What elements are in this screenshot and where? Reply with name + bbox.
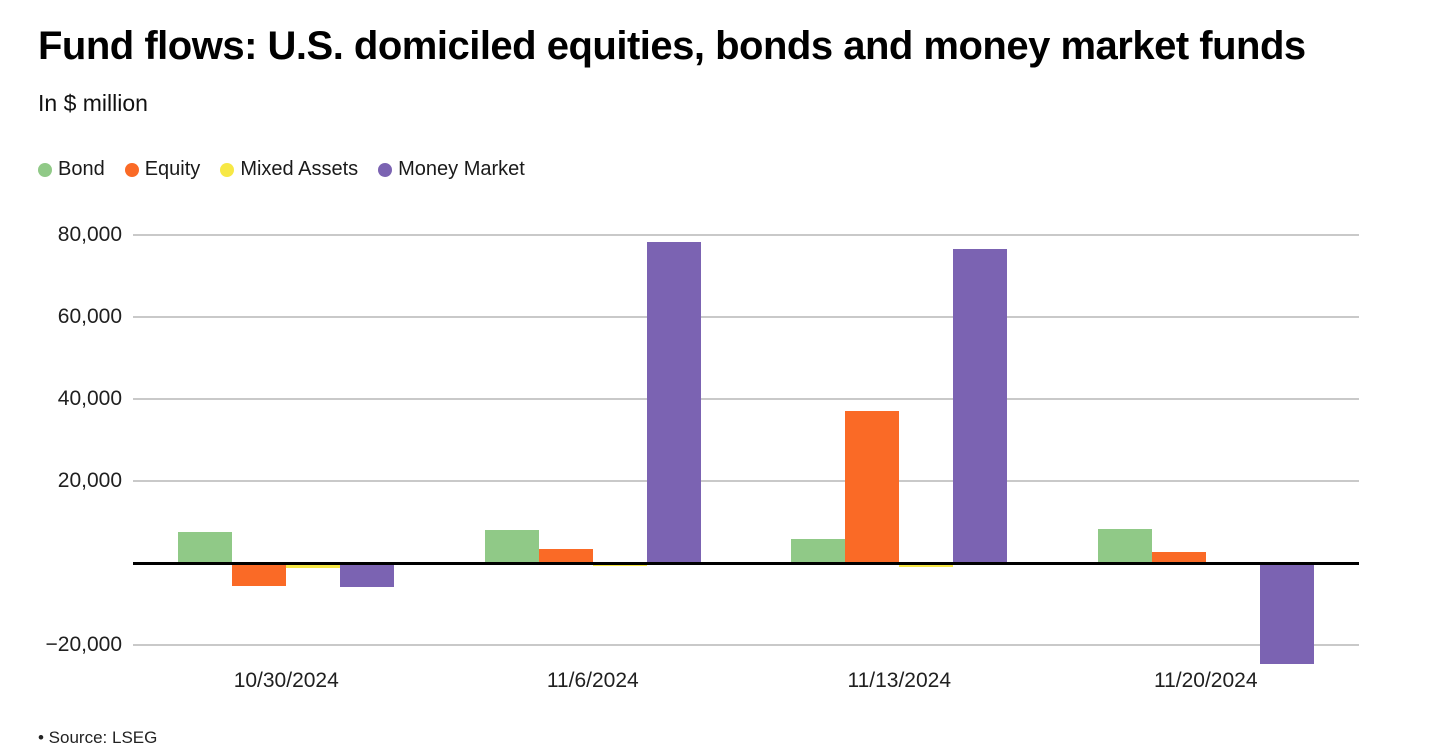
x-axis-tick-label-11-6-2024: 11/6/2024	[546, 669, 639, 692]
bar-mixed-assets-10-30-2024	[286, 563, 341, 569]
bar-bond-10-30-2024	[178, 532, 233, 564]
bar-money-market-11-13-2024	[953, 249, 1008, 564]
gridline--20-000	[133, 644, 1359, 647]
x-axis-tick-label-11-20-2024: 11/20/2024	[1153, 669, 1258, 692]
bar-equity-10-30-2024	[232, 563, 287, 587]
legend-label: Money Market	[398, 158, 525, 180]
source-note: • Source: LSEG	[38, 728, 158, 747]
zero-baseline	[133, 562, 1359, 566]
bar-money-market-11-6-2024	[646, 241, 701, 564]
gridline-20-000	[133, 480, 1359, 483]
gridline-40-000	[133, 397, 1359, 400]
y-axis-tick-label: 40,000	[57, 386, 122, 410]
legend-dot-mixed-assets	[220, 162, 235, 177]
bar-equity-11-6-2024	[538, 549, 593, 564]
legend-item-equity: Equity	[124, 158, 201, 181]
legend-dot-money-market	[378, 162, 393, 177]
chart-title: Fund flows: U.S. domiciled equities, bon…	[38, 24, 1306, 68]
legend-dot-bond	[38, 162, 52, 177]
bar-equity-11-13-2024	[845, 410, 900, 564]
bar-equity-11-20-2024	[1151, 551, 1206, 564]
y-axis-tick-label: −20,000	[45, 633, 123, 657]
legend-label: Mixed Assets	[240, 158, 359, 180]
bar-bond-11-6-2024	[484, 529, 539, 564]
gridline-60-000	[133, 315, 1359, 318]
bar-bond-11-20-2024	[1097, 529, 1152, 564]
legend-dot-equity	[124, 162, 139, 177]
bar-bond-11-13-2024	[791, 539, 846, 564]
legend-item-mixed-assets: Mixed Assets	[220, 158, 358, 181]
x-axis-tick-label-11-13-2024: 11/13/2024	[847, 669, 952, 692]
gridline-80-000	[133, 233, 1359, 236]
chart-subtitle: In $ million	[38, 90, 148, 116]
x-axis-tick-label-10-30-2024: 10/30/2024	[233, 669, 339, 692]
legend-label: Equity	[144, 158, 201, 180]
bar-money-market-10-30-2024	[340, 563, 395, 588]
legend-item-money-market: Money Market	[378, 158, 525, 181]
chart-legend: Bond Equity Mixed Assets Money Market	[38, 158, 525, 181]
y-axis-tick-label: 60,000	[57, 304, 122, 328]
legend-label: Bond	[58, 158, 105, 180]
y-axis-tick-label: 80,000	[57, 222, 122, 246]
bar-money-market-11-20-2024	[1259, 563, 1314, 665]
legend-item-bond: Bond	[38, 158, 105, 181]
y-axis-tick-label: 20,000	[57, 469, 122, 493]
